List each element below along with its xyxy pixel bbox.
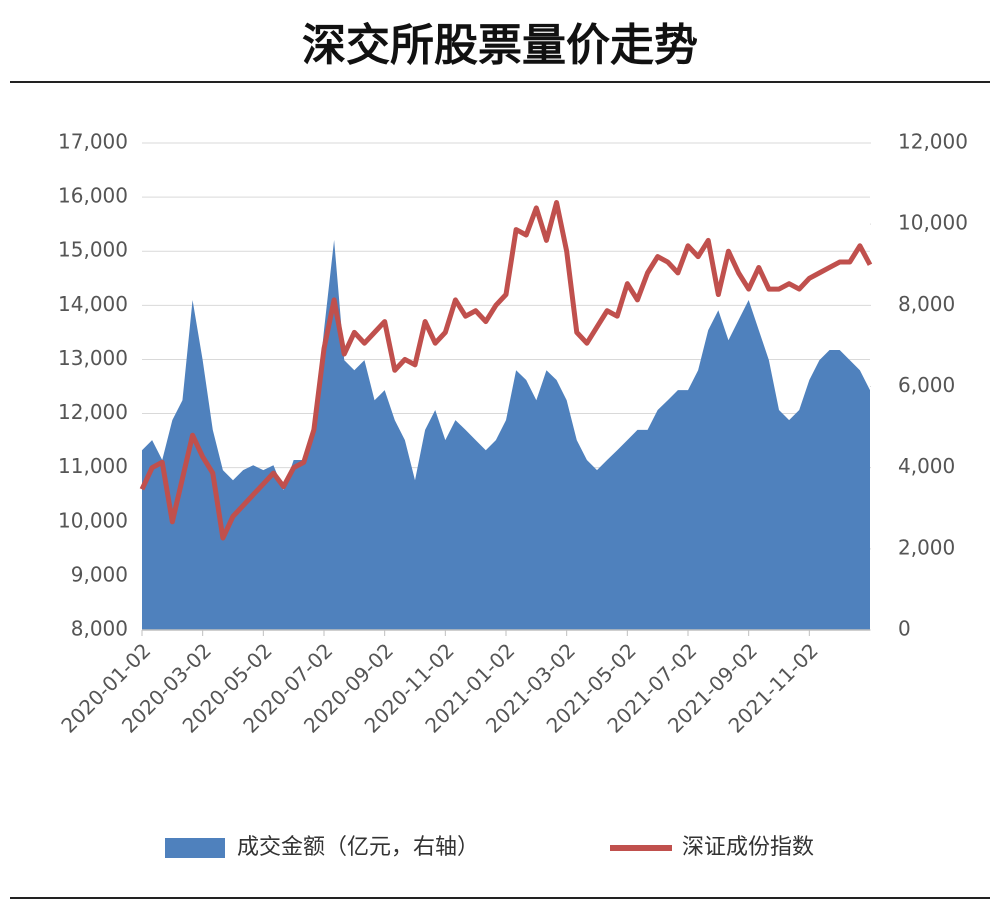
y-tick-label: 17,000 [58,130,128,154]
volume-area [142,239,870,630]
y-tick-label: 13,000 [58,346,128,370]
y2-tick-label: 0 [898,617,911,641]
y2-tick-label: 2,000 [898,535,955,559]
y-tick-label: 10,000 [58,508,128,532]
y2-tick-label: 8,000 [898,292,955,316]
legend-label: 成交金额（亿元，右轴） [237,835,479,860]
y-tick-label: 16,000 [58,184,128,208]
y-tick-label: 8,000 [71,617,128,641]
y-tick-label: 9,000 [71,562,128,586]
legend-label: 深证成份指数 [682,835,814,860]
y2-tick-label: 6,000 [898,373,955,397]
y-tick-label: 11,000 [58,454,128,478]
y-tick-label: 12,000 [58,400,128,424]
y-tick-label: 14,000 [58,292,128,316]
y-tick-label: 15,000 [58,238,128,262]
index-line [139,200,873,541]
legend-swatch [165,838,225,858]
chart-title: 深交所股票量价走势 [302,20,698,71]
y2-tick-label: 12,000 [898,130,968,154]
y2-tick-label: 4,000 [898,454,955,478]
y2-tick-label: 10,000 [898,211,968,235]
